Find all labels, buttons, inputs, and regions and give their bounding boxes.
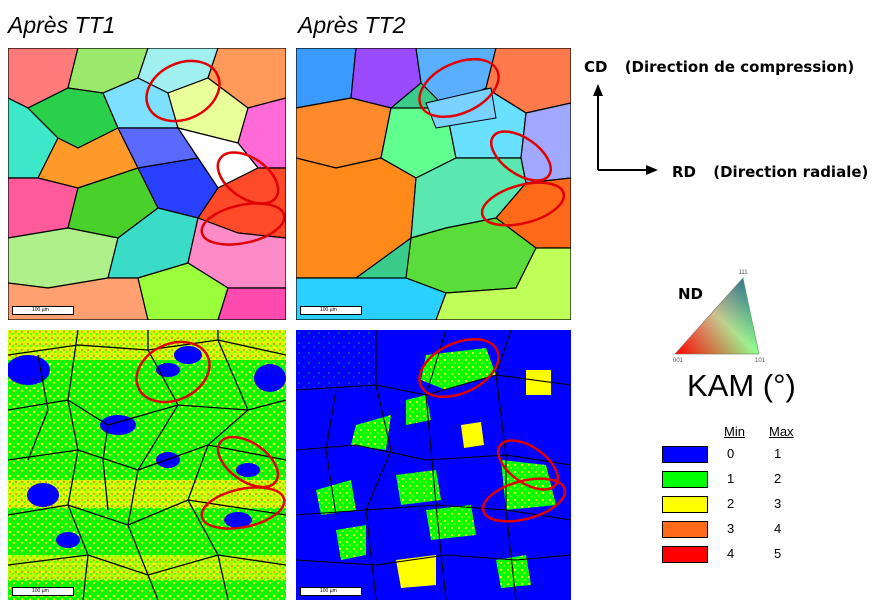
axis-arrows: [593, 84, 658, 175]
highlight-ellipse: [497, 439, 559, 491]
highlight-ellipse: [145, 59, 221, 123]
ipf-corner-111: 111: [738, 270, 748, 276]
highlight-ellipse: [418, 57, 500, 119]
scale-bar: [12, 306, 74, 315]
ipf-map-tt1: 100 µm: [8, 48, 286, 320]
kam-max-header: Max: [769, 424, 794, 439]
kam-min-value: 4: [727, 546, 735, 561]
kam-min-value: 3: [727, 521, 735, 536]
highlight-ellipse: [135, 340, 211, 404]
cd-label: CD: [584, 58, 608, 76]
cd-axis-label: CD (Direction de compression): [584, 58, 854, 76]
kam-color-swatch: [662, 521, 708, 538]
kam-min-value: 1: [727, 471, 735, 486]
kam-max-value: 5: [774, 546, 782, 561]
column-title-tt1: Après TT1: [8, 12, 116, 38]
kam-legend-title: KAM (°): [687, 368, 796, 403]
highlight-ellipse: [481, 477, 567, 523]
ipf-color-triangle: 111 001 101: [673, 270, 766, 364]
column-title-tt2: Après TT2: [298, 12, 406, 38]
scale-bar-label: 100 µm: [32, 307, 49, 313]
highlight-ellipse: [216, 151, 280, 205]
ipf-map-tt2: 100 µm: [296, 48, 571, 320]
kam-color-swatch: [662, 496, 708, 513]
highlight-ellipse: [490, 130, 552, 182]
kam-color-swatch: [662, 471, 708, 488]
kam-min-header: Min: [724, 424, 745, 439]
cd-description: (Direction de compression): [624, 58, 855, 76]
kam-min-value: 0: [727, 446, 735, 461]
kam-color-swatch: [662, 446, 708, 463]
scale-bar-label: 100 µm: [320, 588, 337, 594]
kam-max-value: 3: [774, 496, 782, 511]
highlight-ellipse: [200, 486, 286, 530]
scale-bar-label: 100 µm: [320, 307, 337, 313]
highlight-ellipse: [216, 435, 280, 489]
ipf-corner-001: 001: [673, 358, 684, 364]
scale-bar-label: 100 µm: [32, 588, 49, 594]
scale-bar: [12, 587, 74, 596]
highlight-ellipse: [200, 202, 286, 246]
kam-color-swatch: [662, 546, 708, 563]
scale-bar: [300, 306, 362, 315]
rd-label: RD: [672, 163, 697, 181]
kam-max-value: 2: [774, 471, 782, 486]
kam-max-value: 4: [774, 521, 782, 536]
nd-label: ND: [678, 285, 704, 303]
rd-description: (Direction radiale): [713, 163, 869, 181]
rd-axis-label: RD (Direction radiale): [672, 163, 868, 181]
kam-min-value: 2: [727, 496, 735, 511]
highlight-ellipse: [480, 181, 566, 227]
kam-max-value: 1: [774, 446, 782, 461]
highlight-ellipse: [418, 337, 500, 399]
kam-map-tt1: 100 µm: [8, 330, 286, 600]
ipf-corner-101: 101: [755, 358, 766, 364]
scale-bar: [300, 587, 362, 596]
kam-map-tt2: 100 µm: [296, 330, 571, 600]
